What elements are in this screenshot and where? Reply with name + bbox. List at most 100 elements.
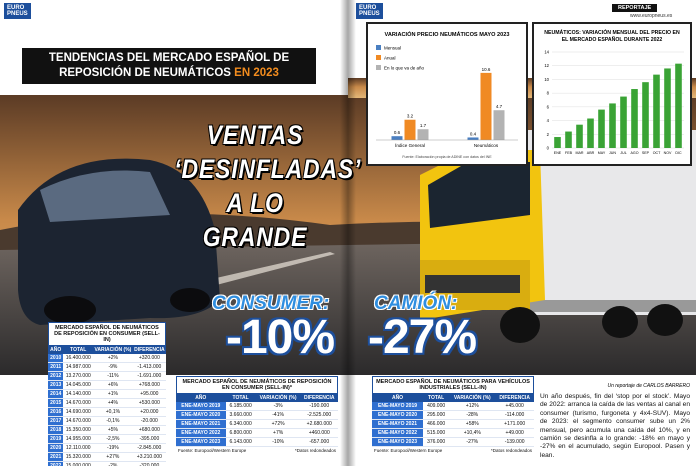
table-cell: +45.000 [495, 402, 534, 411]
x-tick-label: AGO [631, 151, 639, 155]
x-tick-label: JUL [620, 151, 626, 155]
column-header: DIFERENCIA [300, 394, 338, 402]
section-label: REPORTAJE [612, 4, 658, 12]
column-header: DIFERENCIA [495, 394, 534, 402]
logo-text: EURO [359, 5, 377, 11]
table-cell: +530.000 [132, 398, 166, 408]
table-cell: -0,1% [93, 416, 133, 426]
highlight-label: CONSUMER: [212, 293, 330, 314]
highlight-value: -27% [368, 311, 477, 364]
table-row: 2015 14.670.000 +4% +530.000 [48, 398, 166, 408]
table-cell: +4% [93, 398, 133, 408]
x-tick-label: ABR [587, 151, 595, 155]
table-cell: 14.670.000 [63, 416, 94, 426]
bar [554, 137, 561, 148]
data-table: AÑO TOTAL VARIACIÓN (%) DIFERENCIA ENE-MAYO … [372, 394, 534, 447]
table-cell: 3.660.000 [225, 410, 256, 420]
table-cell: ENE-MAYO 2022 [176, 428, 226, 438]
column-header: AÑO [48, 346, 64, 354]
table-row: 2012 13.270.000 -11% -1.691.000 [48, 371, 166, 381]
table-source: Fuente: Europool/Western Europe [374, 448, 443, 453]
table-cell: 15.350.000 [63, 425, 94, 435]
x-tick-label: ENE [554, 151, 562, 155]
table-cell: -139.000 [495, 437, 534, 447]
table-cell: -320.000 [132, 461, 166, 466]
bar [642, 82, 649, 148]
bar [480, 72, 492, 140]
trend-chart: NEUMÁTICOS: VARIACIÓN MENSUAL DEL PRECIO… [544, 28, 684, 155]
title: TENDENCIAS DEL MERCADO ESPAÑOL DE REPOSI… [48, 52, 290, 79]
table-cell: +5% [93, 425, 133, 435]
table: MERCADO ESPAÑOL DE NEUMÁTICOS PARA VEHÍC… [372, 376, 534, 454]
table-cell: 515.000 [423, 428, 450, 438]
table-cell: 14.955.000 [63, 434, 94, 444]
table-note: *Datos redondeados [490, 448, 532, 453]
table-cell: 409.000 [423, 402, 450, 411]
table-cell: 2016 [48, 407, 64, 417]
data-table: AÑO TOTAL VARIACIÓN (%) DIFERENCIA ENE-MAYO … [176, 394, 338, 447]
table-cell: 2021 [48, 452, 64, 462]
table-cell: +72% [255, 419, 301, 429]
table-row: ENE-MAYO 2022 515.000 +10,4% +49.000 [372, 428, 534, 438]
table-cell: -2,5% [93, 434, 133, 444]
table-row: ENE-MAYO 2023 6.143.000 -10% -657.000 [176, 437, 338, 447]
table-cell: +10,4% [449, 428, 496, 438]
table-row: ENE-MAYO 2023 376.000 -27% -139.000 [372, 437, 534, 447]
bar [404, 119, 416, 140]
table-row: 2011 14.987.000 -9% -1.413.000 [48, 362, 166, 372]
table-cell: 2011 [48, 362, 64, 372]
table-cell: -3% [255, 402, 301, 411]
logo-text: PNEUS [7, 11, 28, 17]
table-title: MERCADO ESPAÑOL DE NEUMÁTICOS DE REPOSIC… [48, 322, 166, 346]
table-footer: Fuente: Europool/Western Europe *Datos re… [372, 447, 534, 454]
table-cell: -11% [93, 371, 133, 381]
table-row: 2018 15.350.000 +5% +680.000 [48, 425, 166, 435]
table-title: MERCADO ESPAÑOL DE NEUMÁTICOS PARA VEHÍC… [372, 376, 534, 394]
chart-title: VARIACIÓN PRECIO NEUMÁTICOS MAYO 2023 [385, 30, 510, 38]
byline: Un reportaje de CARLOS BARRERO [607, 383, 690, 389]
table-row: ENE-MAYO 2020 3.660.000 -41% -2.525.000 [176, 410, 338, 420]
title-banner: TENDENCIAS DEL MERCADO ESPAÑOL DE REPOSI… [22, 48, 316, 84]
headline-line: VENTAS [206, 120, 304, 150]
x-tick-label: OCT [653, 151, 661, 155]
table-row: 2021 15.320.000 +27% +3.210.000 [48, 452, 166, 462]
table-cell: 14.140.000 [63, 389, 94, 399]
table-cell: ENE-MAYO 2023 [372, 437, 424, 447]
legend-swatch [376, 45, 381, 50]
table-row: 2010 16.400.000 +2% +320.000 [48, 354, 166, 363]
x-tick-label: NOV [664, 151, 672, 155]
highlight-label: CAMIÓN: [374, 293, 458, 314]
table-row: 2022 15.000.000 -2% -320.000 [48, 461, 166, 466]
category-label: Neumáticos [474, 143, 499, 148]
bar [576, 124, 583, 148]
column-header: VARIACIÓN (%) [93, 346, 133, 354]
table-cell: -1.691.000 [132, 371, 166, 381]
table-cell: 466.000 [423, 419, 450, 429]
x-tick-label: MAY [598, 151, 606, 155]
table-cell: -190.000 [300, 402, 338, 411]
table-cell: 2019 [48, 434, 64, 444]
table-cell: +2.680.000 [300, 419, 338, 429]
y-tick-label: 10 [544, 77, 549, 82]
headline-line: A LO GRANDE [202, 188, 308, 252]
bar [620, 96, 627, 148]
table-cell: ENE-MAYO 2021 [176, 419, 226, 429]
bar [565, 131, 572, 148]
table-cell: 6.800.000 [225, 428, 256, 438]
bar [467, 137, 479, 140]
table-cell: 6.143.000 [225, 437, 256, 447]
table-note: *Datos redondeados [294, 448, 336, 453]
column-header: TOTAL [63, 346, 94, 354]
table-cell: +27% [93, 452, 133, 462]
table-cell: 14.670.000 [63, 398, 94, 408]
header-row: AÑO TOTAL VARIACIÓN (%) DIFERENCIA [372, 394, 534, 402]
table-cell: -20.000 [132, 416, 166, 426]
value-label: 4.7 [496, 104, 503, 109]
table-row: 2020 12.110.000 -19% -2.845.000 [48, 443, 166, 453]
table-row: ENE-MAYO 2021 466.000 +58% +171.000 [372, 419, 534, 429]
logo: EURO PNEUS [4, 3, 31, 19]
headline-line: ‘DESINFLADAS’ [174, 154, 362, 184]
table-row: ENE-MAYO 2021 6.340.000 +72% +2.680.000 [176, 419, 338, 429]
table-row: 2019 14.955.000 -2,5% -395.000 [48, 434, 166, 444]
logo: EURO PNEUS [356, 3, 383, 19]
